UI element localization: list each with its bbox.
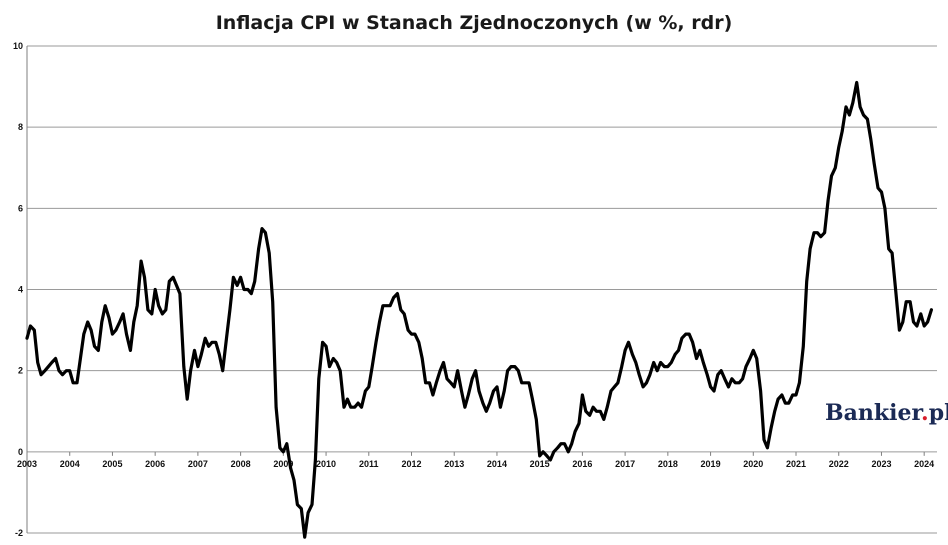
x-tick-label: 2023 — [871, 459, 891, 469]
x-tick-label: 2004 — [60, 459, 80, 469]
y-tick-label: 4 — [18, 285, 23, 295]
x-tick-label: 2015 — [530, 459, 550, 469]
x-tick-label: 2008 — [231, 459, 251, 469]
x-tick-label: 2019 — [701, 459, 721, 469]
x-tick-label: 2013 — [444, 459, 464, 469]
x-tick-label: 2011 — [359, 459, 379, 469]
x-tick-label: 2010 — [316, 459, 336, 469]
x-tick-label: 2009 — [273, 459, 293, 469]
chart-title: Inflacja CPI w Stanach Zjednoczonych (w … — [216, 12, 733, 34]
logo-text: Bankier — [825, 400, 923, 426]
svg-text:Bankier.pl: Bankier.pl — [825, 400, 948, 426]
x-tick-label: 2020 — [743, 459, 763, 469]
y-tick-label: 0 — [18, 447, 23, 457]
x-tick-label: 2024 — [914, 459, 934, 469]
x-tick-label: 2021 — [786, 459, 806, 469]
x-tick-label: 2007 — [188, 459, 208, 469]
y-tick-label: 8 — [18, 122, 23, 132]
y-tick-labels: -2 0 2 4 6 8 10 — [13, 41, 23, 538]
x-tick-labels: 2003 2004 2005 2006 2007 2008 2009 2010 2011 2012… — [17, 459, 934, 469]
x-tick-label: 2017 — [615, 459, 635, 469]
y-tick-label: 6 — [18, 203, 23, 213]
x-tick-label: 2006 — [145, 459, 165, 469]
x-tick-label: 2018 — [658, 459, 678, 469]
cpi-series-line — [25, 80, 933, 539]
logo-suffix: pl — [929, 400, 948, 426]
y-tick-label: -2 — [15, 528, 23, 538]
y-tick-label: 10 — [13, 41, 23, 51]
x-tick-label: 2022 — [829, 459, 849, 469]
x-tick-label: 2014 — [487, 459, 507, 469]
x-tick-label: 2012 — [401, 459, 421, 469]
x-tick-label: 2003 — [17, 459, 37, 469]
y-tick-label: 2 — [18, 366, 23, 376]
bankier-logo: Bankier.pl — [825, 400, 948, 426]
x-tick-label: 2005 — [102, 459, 122, 469]
logo-dot: . — [921, 400, 929, 426]
x-tick-label: 2016 — [572, 459, 592, 469]
